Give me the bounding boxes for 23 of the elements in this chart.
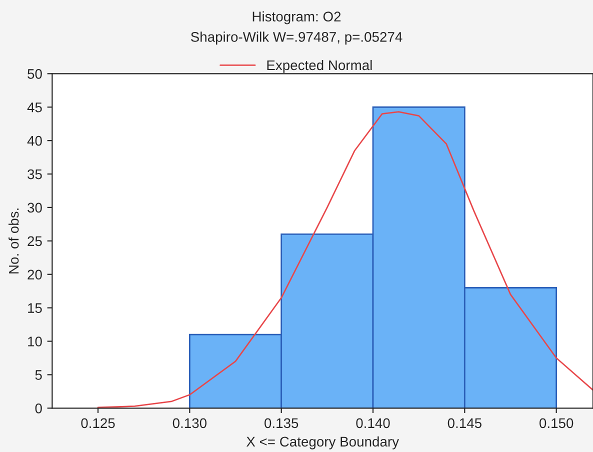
line-series bbox=[97, 111, 593, 408]
y-tick-label: 50 bbox=[28, 69, 42, 79]
y-tick-label: 45 bbox=[27, 102, 42, 112]
chart-title: Histogram: O2 bbox=[252, 11, 341, 24]
y-tick-label: 15 bbox=[28, 303, 42, 313]
y-tick-label: 20 bbox=[28, 270, 42, 280]
x-tick-label: 0.135 bbox=[264, 418, 298, 428]
legend-label: Expected Normal bbox=[267, 60, 372, 73]
y-tick-label: 40 bbox=[27, 136, 42, 146]
x-tick-label: 0.150 bbox=[540, 418, 574, 428]
y-axis-title: No. of obs. bbox=[8, 208, 19, 274]
y-tick-label: 10 bbox=[28, 336, 42, 346]
y-tick-label: 35 bbox=[28, 169, 42, 180]
y-tick-label: 0 bbox=[35, 403, 42, 414]
x-tick-label: 0.125 bbox=[81, 418, 115, 428]
x-tick-label: 0.130 bbox=[172, 418, 207, 428]
y-tick-label: 25 bbox=[28, 236, 42, 246]
y-tick-label: 5 bbox=[35, 370, 42, 380]
y-tick-label: 30 bbox=[28, 202, 42, 213]
x-tick-label: 0.140 bbox=[356, 418, 390, 428]
chart-subtitle: Shapiro-Wilk W=.97487, p=.05274 bbox=[190, 32, 402, 45]
x-tick-label: 0.145 bbox=[448, 418, 482, 428]
x-axis-title: X <= Category Boundary bbox=[246, 436, 400, 450]
